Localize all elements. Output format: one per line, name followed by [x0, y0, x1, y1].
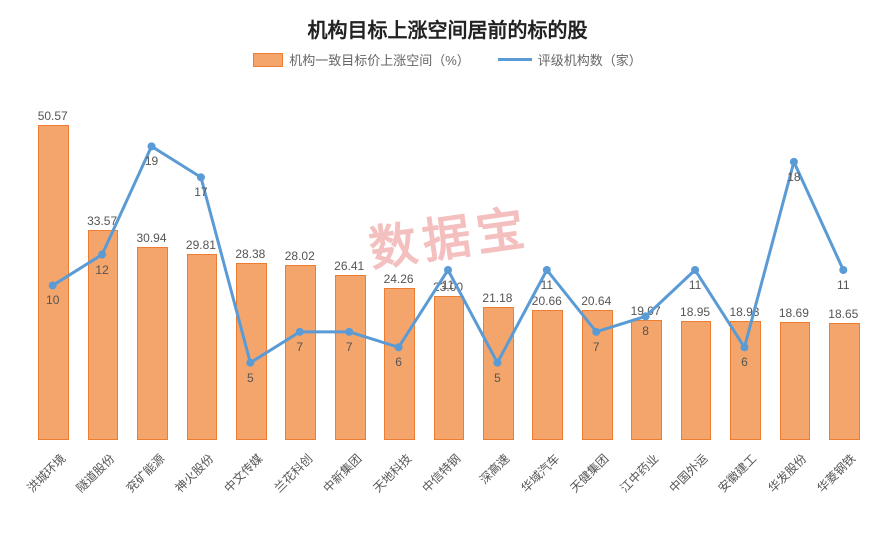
x-axis-label: 深高速 [476, 450, 513, 487]
line-value-label: 11 [689, 278, 701, 292]
x-axis-label: 中新集团 [319, 450, 365, 496]
line-value-label: 5 [494, 371, 501, 385]
line-value-label: 12 [95, 263, 108, 277]
line-value-label: 7 [296, 340, 303, 354]
x-axis-label: 兖矿能源 [122, 450, 168, 496]
legend-swatch-bar [253, 53, 283, 67]
x-axis-label: 江中药业 [616, 450, 662, 496]
line-marker [98, 251, 106, 259]
line-value-label: 17 [194, 185, 207, 199]
line-marker [148, 142, 156, 150]
line-value-label: 7 [593, 340, 600, 354]
legend: 机构一致目标价上涨空间（%） 评级机构数（家） [0, 50, 895, 69]
x-axis-label: 天健集团 [566, 450, 612, 496]
line-marker [493, 359, 501, 367]
line-value-label: 18 [787, 170, 800, 184]
chart-container: 机构目标上涨空间居前的标的股 机构一致目标价上涨空间（%） 评级机构数（家） 数… [0, 0, 895, 547]
x-axis-label: 神火股份 [171, 450, 217, 496]
line-path [53, 146, 844, 362]
line-value-label: 5 [247, 371, 254, 385]
x-axis-label: 中信特钢 [418, 450, 464, 496]
x-axis-label: 洪城环境 [23, 450, 69, 496]
line-marker [740, 343, 748, 351]
line-marker [197, 173, 205, 181]
line-value-label: 11 [837, 278, 849, 292]
x-axis-label: 华域汽车 [517, 450, 563, 496]
line-marker [395, 343, 403, 351]
x-axis-label: 隧道股份 [72, 450, 118, 496]
x-axis-label: 华菱钢铁 [813, 450, 859, 496]
line-marker [246, 359, 254, 367]
legend-swatch-line [498, 58, 532, 61]
line-value-label: 8 [642, 324, 649, 338]
legend-label-bars: 机构一致目标价上涨空间（%） [289, 50, 470, 69]
line-value-label: 11 [541, 278, 553, 292]
x-axis-label: 华发股份 [764, 450, 810, 496]
line-marker [345, 328, 353, 336]
line-series [28, 100, 868, 440]
line-marker [790, 158, 798, 166]
plot-area: 数据宝 50.5733.5730.9429.8128.3828.0226.412… [28, 100, 868, 440]
chart-title: 机构目标上涨空间居前的标的股 [0, 14, 895, 43]
x-axis-label: 天地科技 [369, 450, 415, 496]
x-axis-label: 安徽建工 [715, 450, 761, 496]
line-marker [691, 266, 699, 274]
line-marker [296, 328, 304, 336]
line-marker [49, 281, 57, 289]
line-marker [592, 328, 600, 336]
line-value-label: 7 [346, 340, 353, 354]
legend-item-bars: 机构一致目标价上涨空间（%） [253, 50, 470, 69]
line-value-label: 11 [442, 278, 454, 292]
line-marker [444, 266, 452, 274]
line-value-label: 10 [46, 293, 59, 307]
line-marker [642, 312, 650, 320]
x-axis-label: 兰花科创 [270, 450, 316, 496]
legend-label-line: 评级机构数（家） [538, 50, 642, 69]
x-axis-label: 中文传媒 [220, 450, 266, 496]
line-marker [543, 266, 551, 274]
x-axis-label: 中国外运 [665, 450, 711, 496]
line-marker [839, 266, 847, 274]
legend-item-line: 评级机构数（家） [498, 50, 642, 69]
line-value-label: 6 [741, 355, 748, 369]
line-value-label: 6 [395, 355, 402, 369]
line-value-label: 19 [145, 154, 158, 168]
